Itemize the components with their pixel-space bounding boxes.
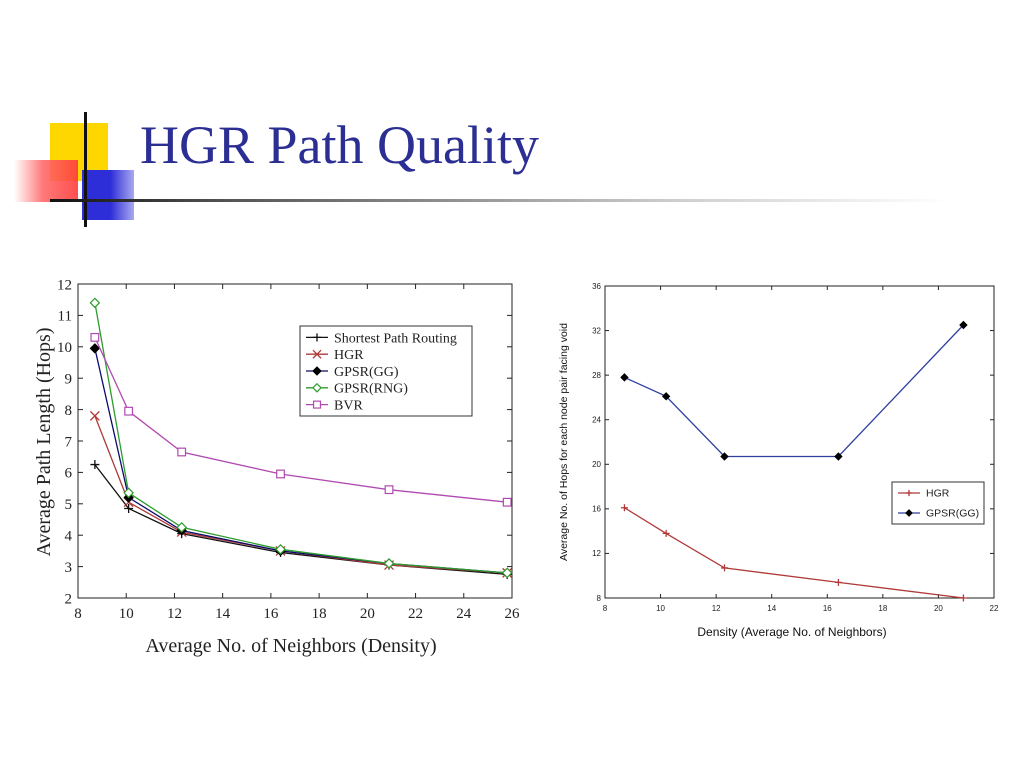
data-point — [620, 504, 628, 512]
legend-label: BVR — [334, 399, 363, 414]
data-point — [383, 558, 395, 569]
data-point — [89, 343, 101, 354]
y-tick-label: 20 — [592, 460, 601, 469]
y-tick-label: 16 — [592, 505, 601, 514]
slide-title: HGR Path Quality — [140, 115, 539, 175]
hops-void-chart: 8 10 12 14 16 18 20 22 8 12 16 20 24 28 32 36 HGR GPSR(GG… — [558, 282, 999, 639]
y-tick-label: 3 — [65, 560, 73, 576]
x-tick-label: 20 — [934, 604, 943, 613]
legend-box — [891, 481, 985, 525]
plot-frame — [604, 285, 995, 599]
y-tick-label: 2 — [65, 591, 73, 607]
data-point — [834, 578, 842, 586]
y-tick-label: 8 — [65, 403, 73, 419]
path-length-chart: 8 10 12 14 16 18 20 22 24 26 2 3 4 5 6 7 8 9 10 11 12 Shortes… — [33, 277, 521, 657]
y-axis-label: Average No. of Hops for each node pair f… — [558, 323, 570, 561]
x-tick-label: 24 — [456, 606, 472, 622]
data-point — [276, 469, 285, 479]
y-tick-label: 7 — [65, 434, 73, 450]
data-point — [720, 452, 729, 461]
data-point — [959, 594, 967, 602]
data-point — [89, 297, 101, 309]
y-tick-label: 12 — [592, 549, 601, 558]
y-tick-label: 6 — [65, 466, 73, 482]
legend-marker — [312, 349, 322, 359]
x-tick-label: 12 — [167, 606, 182, 622]
data-point — [620, 373, 629, 382]
x-tick-label: 16 — [823, 604, 832, 613]
data-point — [124, 406, 134, 416]
legend-marker — [905, 489, 913, 497]
y-tick-label: 36 — [592, 282, 601, 291]
data-point — [275, 543, 286, 555]
legend-marker — [312, 382, 322, 393]
x-tick-label: 22 — [408, 606, 423, 622]
data-point — [177, 447, 187, 457]
series-line-gpsr-rng- — [94, 302, 508, 574]
data-point — [502, 497, 512, 507]
legend-label: HGR — [926, 488, 950, 500]
deco-red-square — [14, 160, 78, 202]
legend-marker — [312, 333, 322, 342]
data-point — [384, 485, 394, 495]
y-tick-label: 4 — [65, 528, 73, 544]
data-point — [176, 522, 188, 533]
series-line-bvr — [94, 337, 508, 503]
x-tick-label: 8 — [74, 606, 82, 622]
x-tick-label: 14 — [215, 606, 231, 622]
y-tick-label: 5 — [65, 497, 73, 513]
y-tick-label: 9 — [65, 371, 73, 387]
x-tick-label: 22 — [990, 604, 999, 613]
x-axis-label: Average No. of Neighbors (Density) — [145, 635, 436, 657]
data-point — [90, 460, 100, 470]
x-tick-label: 14 — [767, 604, 776, 613]
data-point — [124, 504, 134, 514]
y-axis-label: Average Path Length (Hops) — [33, 327, 55, 556]
x-tick-label: 26 — [505, 606, 521, 622]
legend-label: GPSR(GG) — [334, 365, 399, 380]
legend: HGR GPSR(GG) — [891, 481, 985, 525]
data-point — [661, 392, 671, 401]
legend-label: GPSR(RNG) — [334, 382, 408, 397]
data-point — [834, 452, 843, 461]
legend-label: HGR — [334, 348, 364, 363]
series-line-shortest-path-routing — [94, 464, 508, 576]
legend-marker — [312, 366, 322, 376]
x-tick-label: 10 — [119, 606, 134, 622]
data-point — [123, 487, 134, 499]
data-point — [720, 564, 728, 572]
deco-horizontal-line — [50, 199, 950, 202]
x-axis-label: Density (Average No. of Neighbors) — [697, 625, 886, 639]
data-point — [89, 410, 100, 421]
x-tick-label: 8 — [603, 604, 608, 613]
y-tick-label: 11 — [58, 309, 72, 325]
legend-marker — [312, 400, 322, 409]
y-tick-label: 8 — [597, 594, 602, 603]
series-line-hgr — [94, 415, 508, 574]
y-tick-label: 24 — [592, 416, 601, 425]
legend-label: Shortest Path Routing — [334, 331, 457, 346]
data-point — [90, 332, 100, 342]
legend: Shortest Path Routing HGR GPSR(GG) GPSR(RNG… — [299, 325, 473, 417]
x-tick-label: 16 — [263, 606, 279, 622]
deco-blue-square — [82, 170, 134, 220]
y-tick-label: 28 — [592, 371, 601, 380]
x-tick-label: 18 — [878, 604, 887, 613]
x-tick-label: 20 — [360, 606, 375, 622]
deco-vertical-line — [84, 112, 87, 227]
y-tick-label: 12 — [57, 277, 72, 293]
y-tick-label: 32 — [592, 326, 601, 335]
x-tick-label: 18 — [312, 606, 327, 622]
legend-box — [299, 325, 473, 417]
legend-label: GPSR(GG) — [926, 508, 979, 520]
data-point — [662, 529, 670, 537]
x-tick-label: 10 — [656, 604, 665, 613]
x-tick-label: 12 — [712, 604, 721, 613]
series-line-gpsr-gg- — [624, 324, 964, 458]
data-point — [501, 567, 513, 579]
y-tick-label: 10 — [57, 340, 72, 356]
data-point — [959, 320, 968, 330]
legend-marker — [905, 509, 913, 517]
